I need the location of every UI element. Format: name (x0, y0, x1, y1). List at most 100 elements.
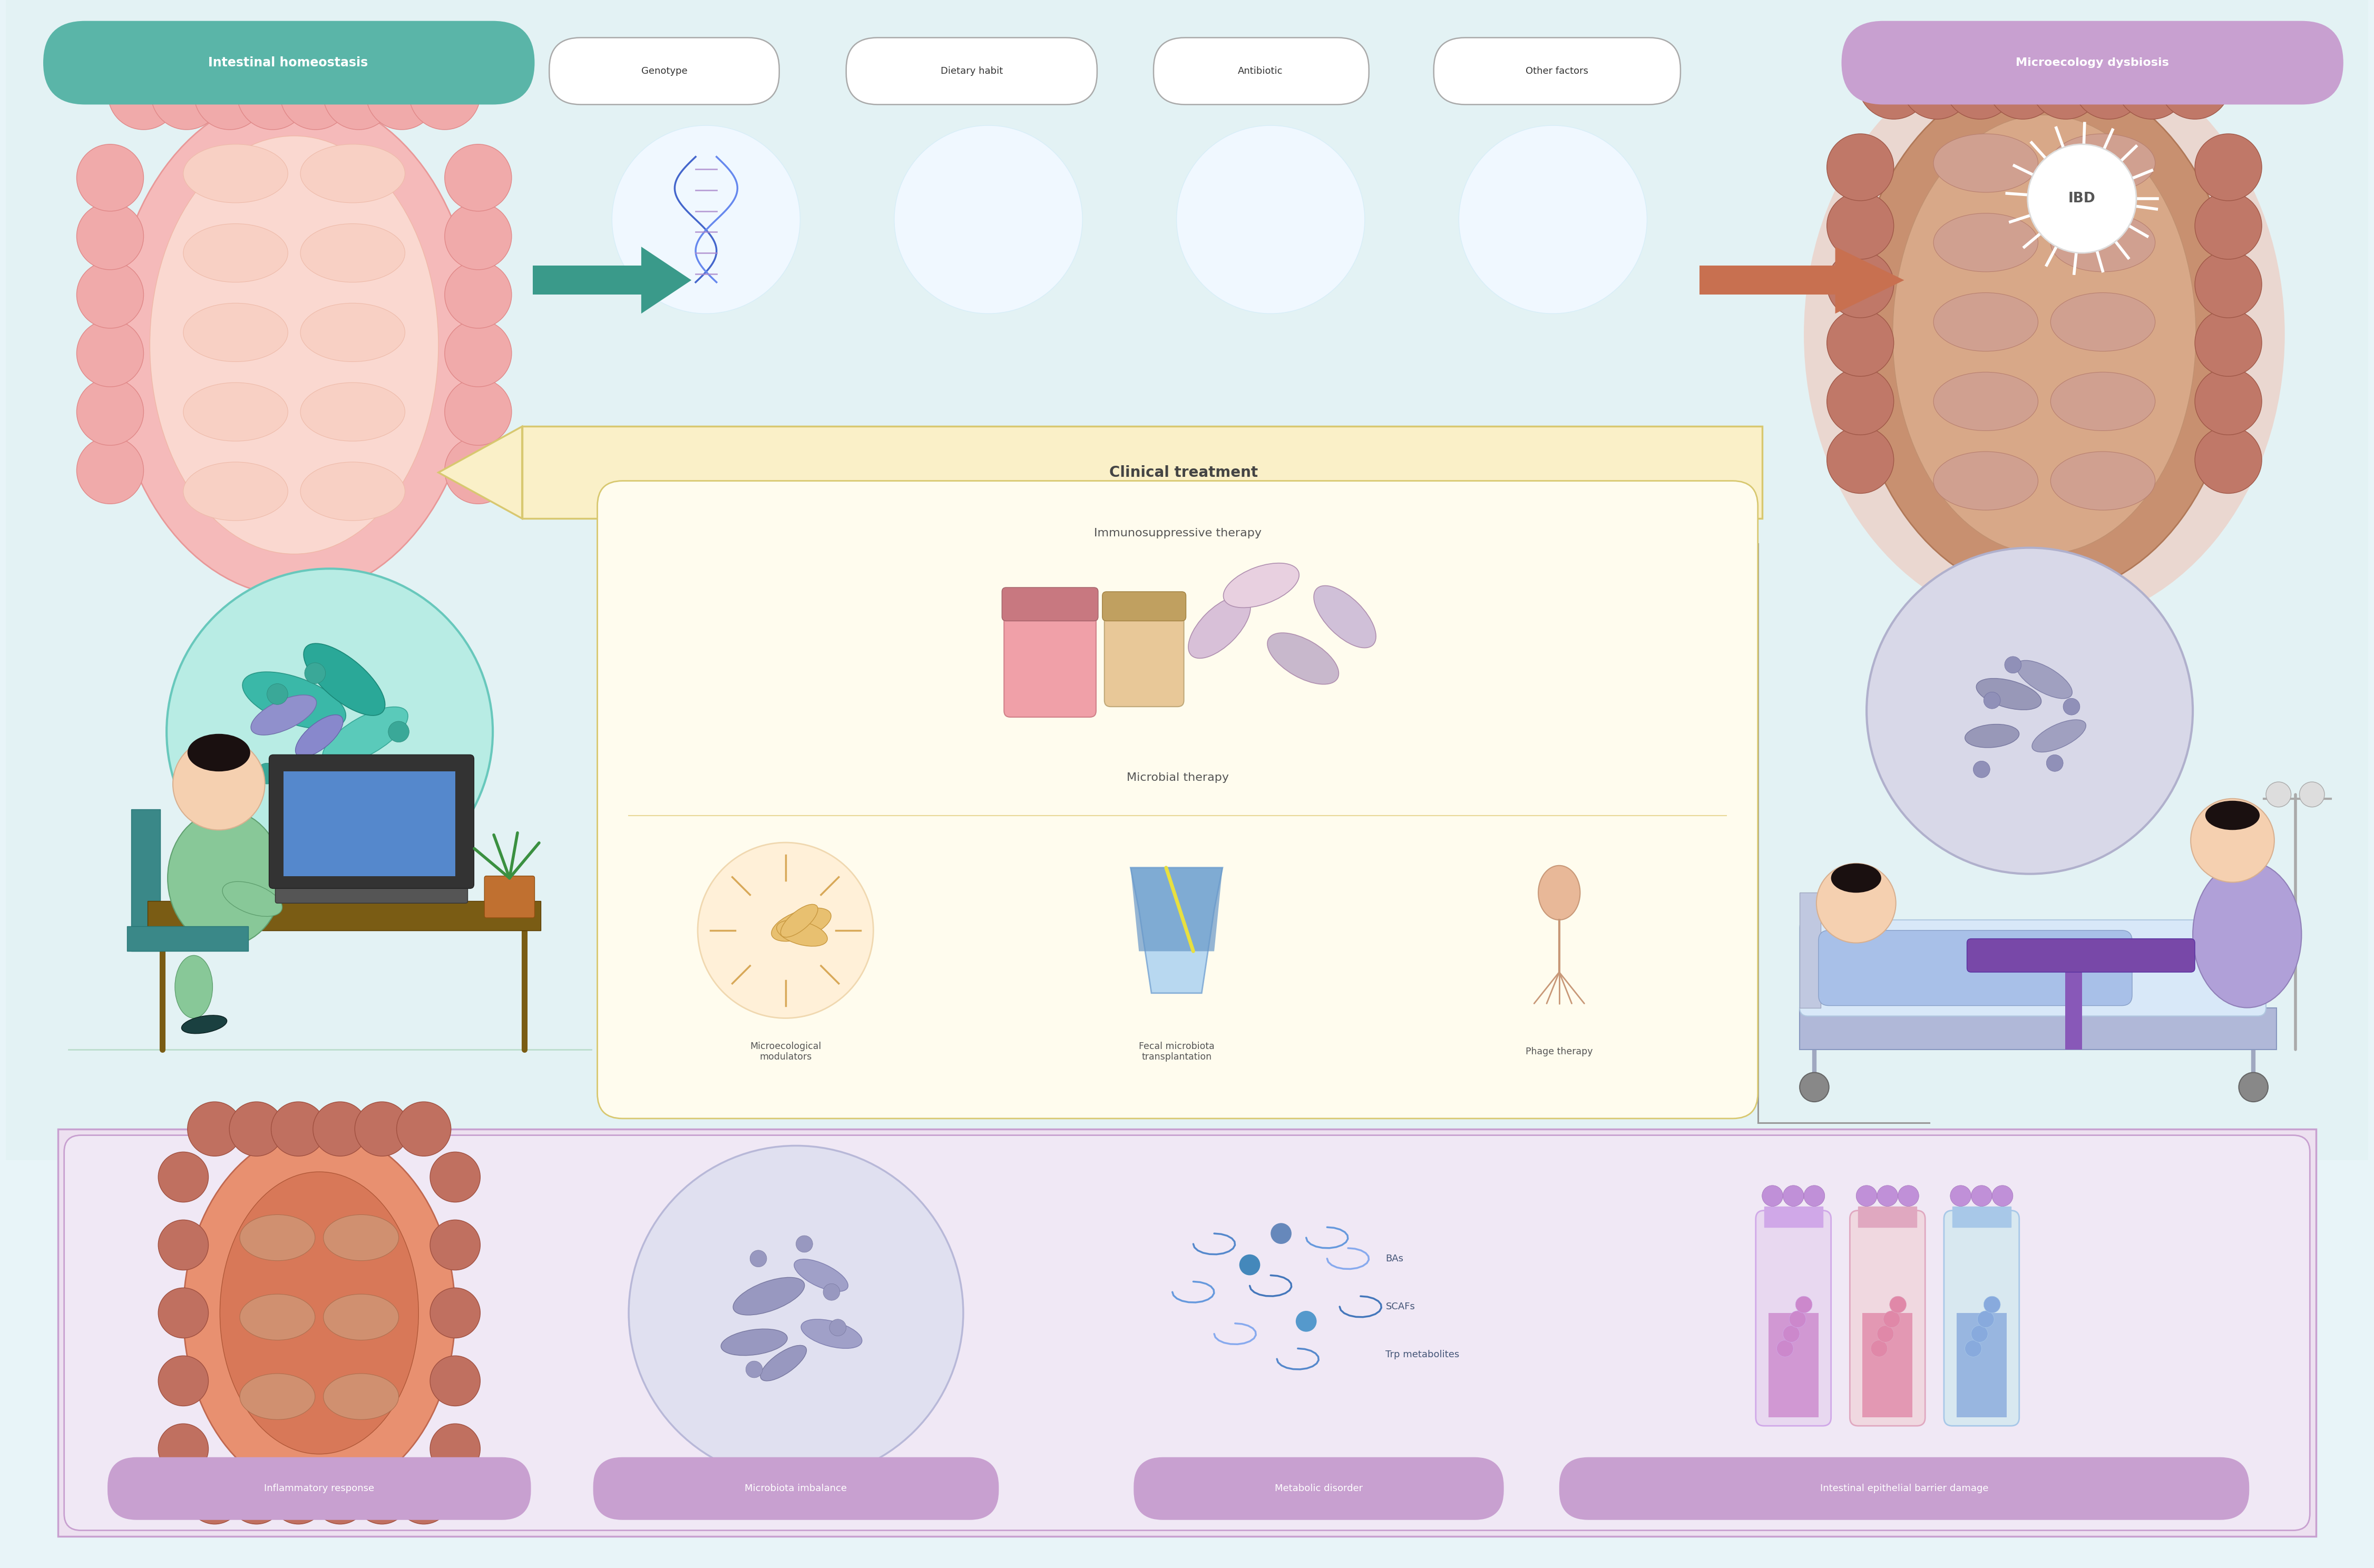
Ellipse shape (760, 1345, 807, 1381)
Circle shape (444, 378, 513, 445)
FancyBboxPatch shape (1135, 1457, 1503, 1519)
Circle shape (2196, 133, 2262, 201)
Circle shape (408, 58, 480, 130)
Ellipse shape (240, 1215, 316, 1261)
Ellipse shape (1830, 864, 1880, 892)
Circle shape (1239, 1254, 1261, 1275)
Circle shape (1970, 1325, 1987, 1342)
Circle shape (1799, 1073, 1828, 1102)
Bar (283, 771, 456, 877)
Circle shape (2073, 49, 2144, 119)
Ellipse shape (301, 224, 406, 282)
Text: Dietary habit: Dietary habit (940, 66, 1002, 75)
Bar (131, 809, 161, 952)
Ellipse shape (2051, 452, 2156, 510)
FancyBboxPatch shape (1434, 38, 1681, 105)
Ellipse shape (2032, 720, 2087, 753)
Circle shape (698, 842, 874, 1018)
FancyBboxPatch shape (107, 1457, 532, 1519)
Circle shape (1890, 1297, 1906, 1312)
Text: BAs: BAs (1386, 1254, 1403, 1264)
Ellipse shape (301, 303, 406, 362)
Bar (532, 265, 641, 295)
Circle shape (280, 58, 351, 130)
Circle shape (188, 1102, 242, 1156)
Bar (1700, 265, 1835, 295)
FancyBboxPatch shape (1842, 20, 2343, 105)
Circle shape (389, 721, 408, 742)
FancyBboxPatch shape (1104, 602, 1185, 707)
Circle shape (76, 262, 142, 328)
Circle shape (430, 1424, 480, 1474)
Circle shape (2265, 782, 2291, 808)
Ellipse shape (1223, 563, 1299, 608)
FancyBboxPatch shape (548, 38, 779, 105)
Circle shape (824, 1284, 840, 1300)
Circle shape (256, 764, 278, 784)
Circle shape (1866, 547, 2194, 873)
Circle shape (1859, 49, 1930, 119)
Circle shape (2196, 368, 2262, 434)
FancyBboxPatch shape (1004, 601, 1097, 717)
Ellipse shape (1966, 724, 2020, 748)
Ellipse shape (2051, 133, 2156, 193)
Ellipse shape (722, 1330, 788, 1355)
FancyBboxPatch shape (1944, 1210, 2020, 1425)
Ellipse shape (2016, 660, 2073, 698)
Circle shape (2063, 698, 2080, 715)
Circle shape (1828, 426, 1894, 494)
Bar (1951, 1206, 2011, 1228)
FancyBboxPatch shape (64, 1135, 2310, 1530)
Ellipse shape (1932, 133, 2037, 193)
Circle shape (444, 320, 513, 387)
Circle shape (2196, 193, 2262, 259)
Ellipse shape (772, 908, 831, 941)
Circle shape (1816, 864, 1897, 942)
Circle shape (230, 1469, 283, 1524)
Circle shape (1804, 1185, 1826, 1206)
Ellipse shape (301, 463, 406, 521)
Ellipse shape (781, 905, 819, 938)
FancyBboxPatch shape (594, 1457, 999, 1519)
Ellipse shape (252, 695, 316, 735)
Circle shape (76, 437, 142, 503)
Ellipse shape (176, 955, 214, 1018)
Circle shape (313, 1469, 368, 1524)
Ellipse shape (328, 757, 387, 790)
Ellipse shape (301, 383, 406, 441)
Circle shape (1949, 1185, 1970, 1206)
Circle shape (1985, 1297, 2001, 1312)
Ellipse shape (323, 1215, 399, 1261)
Ellipse shape (1932, 213, 2037, 271)
Circle shape (1883, 1311, 1899, 1328)
Ellipse shape (169, 811, 283, 946)
Ellipse shape (240, 1374, 316, 1419)
Circle shape (1296, 1311, 1318, 1331)
Circle shape (1783, 1325, 1799, 1342)
Ellipse shape (223, 881, 283, 916)
Bar (1861, 1312, 1913, 1417)
Circle shape (1828, 193, 1894, 259)
Circle shape (195, 58, 266, 130)
Circle shape (1992, 1185, 2013, 1206)
Bar (126, 927, 249, 952)
Text: SCAFs: SCAFs (1386, 1301, 1415, 1311)
Ellipse shape (1852, 74, 2239, 596)
Ellipse shape (323, 1374, 399, 1419)
Ellipse shape (301, 144, 406, 202)
Bar (5, 0, 2369, 1160)
Circle shape (795, 1236, 812, 1253)
Circle shape (444, 144, 513, 212)
Circle shape (1790, 1311, 1807, 1328)
Text: Microbiota imbalance: Microbiota imbalance (745, 1483, 848, 1493)
Circle shape (109, 58, 178, 130)
Circle shape (1970, 1185, 1992, 1206)
FancyBboxPatch shape (275, 883, 468, 903)
Ellipse shape (183, 463, 287, 521)
Circle shape (2239, 1073, 2267, 1102)
Circle shape (1973, 760, 1989, 778)
Circle shape (1270, 1223, 1291, 1243)
Circle shape (266, 684, 287, 704)
Polygon shape (1130, 867, 1223, 993)
FancyBboxPatch shape (1968, 939, 2196, 972)
